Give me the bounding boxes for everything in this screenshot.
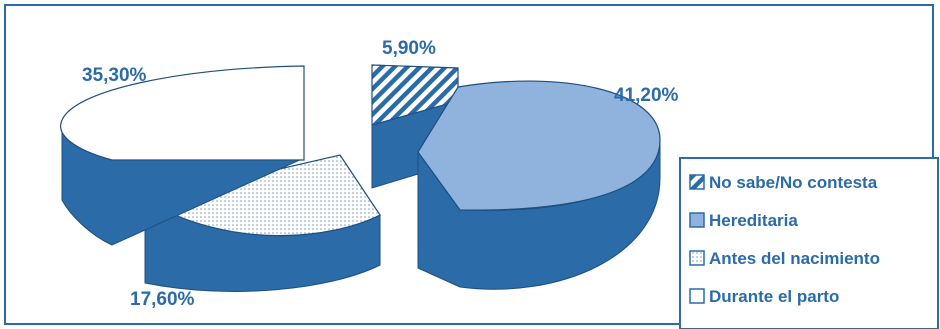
- legend-item-hereditaria: Hereditaria: [689, 211, 798, 230]
- legend-label-durante: Durante el parto: [709, 287, 839, 306]
- label-antes-pct: 17,60%: [130, 289, 195, 310]
- legend: No sabe/No contesta Hereditaria Antes de…: [679, 157, 939, 329]
- legend-swatch-hereditaria: [689, 212, 705, 228]
- legend-swatch-durante: [689, 288, 705, 304]
- slice-antes: [143, 154, 381, 292]
- legend-box: [679, 157, 939, 329]
- legend-label-antes: Antes del nacimiento: [709, 249, 880, 268]
- legend-item-antes: Antes del nacimiento: [689, 249, 880, 268]
- legend-swatch-antes: [689, 250, 705, 266]
- legend-swatch-no-sabe: [689, 174, 705, 190]
- label-hereditaria-pct: 41,20%: [614, 85, 679, 106]
- slice-durante-top: [60, 65, 305, 161]
- label-no-sabe-pct: 5,90%: [382, 38, 436, 59]
- slice-durante: [60, 65, 305, 246]
- label-durante-pct: 35,30%: [82, 65, 147, 86]
- legend-item-durante: Durante el parto: [689, 287, 839, 306]
- slice-hereditaria-top: [417, 80, 661, 211]
- slice-hereditaria: [417, 80, 661, 290]
- legend-label-hereditaria: Hereditaria: [709, 211, 798, 230]
- legend-item-no-sabe: No sabe/No contesta: [689, 173, 878, 192]
- legend-label-no-sabe: No sabe/No contesta: [709, 173, 878, 192]
